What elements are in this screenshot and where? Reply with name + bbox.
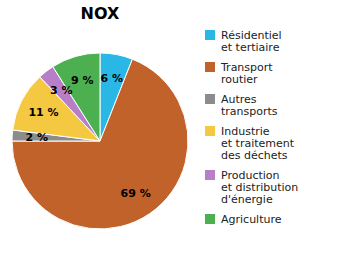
data-label: 9 % [71, 74, 94, 87]
legend-label-line: transports [221, 105, 278, 118]
legend-swatch [205, 94, 215, 104]
legend-label-line: d'énergie [221, 193, 273, 206]
legend-label: Agriculture [221, 213, 282, 226]
legend-swatch [205, 30, 215, 40]
pie [12, 53, 188, 229]
data-label: 69 % [121, 187, 151, 200]
data-label: 2 % [26, 131, 49, 144]
legend-item: Autrestransports [205, 93, 278, 118]
legend-swatch [205, 62, 215, 72]
legend-item: Résidentielet tertiaire [205, 29, 282, 54]
legend-label-line: et tertiaire [221, 41, 280, 54]
legend-label-line: des déchets [221, 149, 288, 162]
legend-label: Résidentielet tertiaire [221, 29, 282, 54]
legend-item: Industrieet traitementdes déchets [205, 125, 295, 162]
pie-slice [12, 59, 188, 229]
chart-svg: NOX 6 % 69 % 2 % 11 % 3 %9 % Résidentielet ter… [0, 0, 360, 254]
legend-item: Transportroutier [205, 61, 273, 86]
chart-title: NOX [81, 4, 120, 23]
legend-label-line: routier [221, 73, 258, 86]
legend-label-line: Agriculture [221, 213, 282, 226]
data-label: 11 % [28, 106, 58, 119]
legend-item: Productionet distributiond'énergie [205, 169, 298, 206]
legend-item: Agriculture [205, 213, 282, 226]
data-labels: 6 % 69 % 2 % 11 % 3 %9 % [26, 72, 151, 200]
legend-swatch [205, 214, 215, 224]
legend-label: Productionet distributiond'énergie [221, 169, 298, 206]
legend-swatch [205, 126, 215, 136]
legend: Résidentielet tertiaire Transportroutier A… [205, 29, 298, 226]
data-label: 3 % [50, 84, 73, 97]
legend-label: Autrestransports [221, 93, 278, 118]
legend-swatch [205, 170, 215, 180]
data-label: 6 % [101, 72, 124, 85]
chart-container: NOX 6 % 69 % 2 % 11 % 3 %9 % Résidentielet ter… [0, 0, 360, 254]
legend-label: Industrieet traitementdes déchets [221, 125, 295, 162]
legend-label: Transportroutier [220, 61, 273, 86]
